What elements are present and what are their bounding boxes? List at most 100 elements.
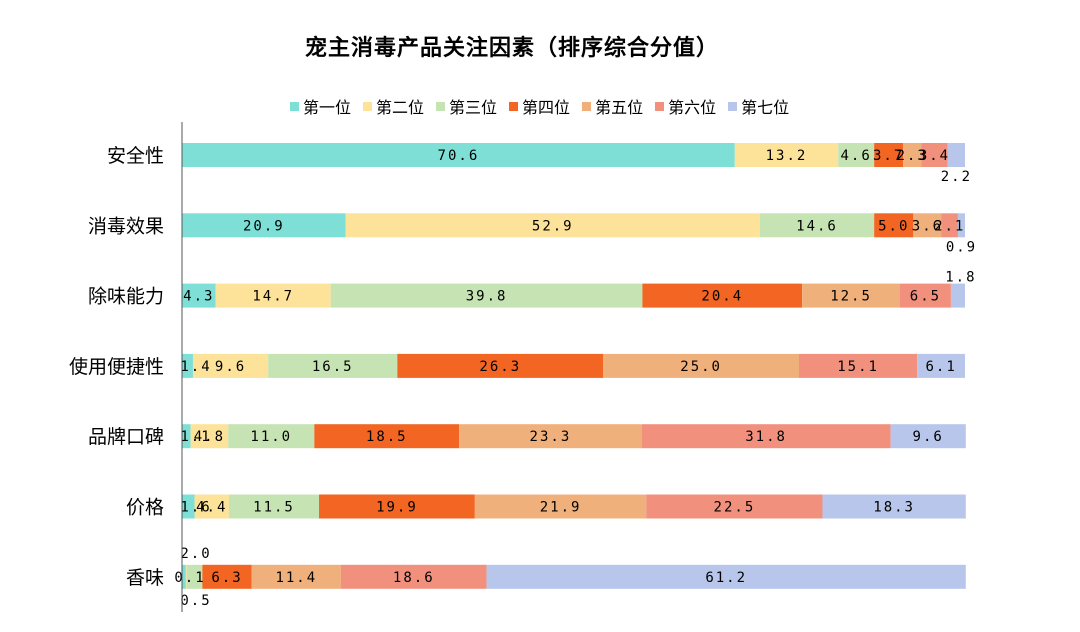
bar-segment: [917, 353, 965, 378]
chart-title: 宠主消毒产品关注因素（排序综合分值）: [304, 36, 719, 61]
bar-segment: [642, 283, 803, 308]
bar-segment: [182, 143, 735, 167]
legend-label: 第五位: [595, 98, 644, 117]
bar-segment: [874, 213, 914, 238]
data-label: 11.5: [253, 500, 295, 516]
bar-segment: [474, 494, 647, 519]
data-label: 21.9: [540, 500, 582, 516]
bar-segment: [603, 353, 800, 378]
data-label: 3.4: [919, 148, 950, 164]
data-label: 14.7: [252, 289, 294, 305]
data-label: 1.4: [180, 359, 211, 375]
data-label: 2.3: [896, 148, 927, 164]
data-label: 23.3: [530, 429, 572, 445]
bar-segment: [838, 143, 875, 167]
data-label: 70.6: [438, 148, 480, 164]
data-label: 11.4: [275, 570, 317, 586]
data-label: 19.9: [376, 500, 418, 516]
data-label: 20.4: [701, 289, 743, 305]
bar-segment: [759, 213, 875, 238]
bar-segment: [734, 143, 839, 167]
bar-segment: [957, 213, 965, 238]
bar-segment: [182, 353, 193, 378]
data-label: 11.0: [250, 429, 292, 445]
bar-segment: [340, 564, 487, 589]
data-label: 0.9: [946, 239, 977, 255]
legend-swatch: [363, 101, 373, 111]
data-label: 6.3: [211, 570, 242, 586]
bar-segment: [182, 213, 346, 238]
data-label: 13.2: [766, 148, 808, 164]
data-label: 0.5: [180, 593, 211, 609]
category-label: 香味: [126, 567, 164, 589]
bar-segment: [459, 424, 642, 449]
data-label: 18.5: [366, 429, 408, 445]
legend-item-6: 第六位: [655, 94, 716, 118]
legend-item-3: 第三位: [436, 94, 497, 118]
bar-segment: [182, 494, 195, 519]
bar-segment: [185, 564, 187, 589]
bar-segment: [397, 353, 604, 378]
legend-swatch: [290, 101, 299, 111]
bar-segment: [950, 283, 965, 308]
data-label: 2.2: [941, 169, 972, 185]
data-label: 4.8: [194, 429, 225, 445]
bar-segment: [194, 494, 229, 519]
legend-label: 第三位: [449, 98, 498, 117]
bar-segment: [319, 494, 475, 519]
data-label: 2.1: [934, 218, 965, 234]
data-label: 14.6: [796, 218, 838, 234]
data-label: 6.5: [910, 289, 941, 305]
data-label: 2.0: [180, 546, 211, 562]
bar-segment: [182, 564, 186, 589]
legend: 第一位 第二位 第三位 第四位 第五位 第六位 第七位: [290, 94, 801, 118]
bar-segment: [268, 353, 398, 378]
bar-segment: [228, 424, 315, 449]
bar-segment: [941, 213, 958, 238]
legend-label: 第二位: [376, 98, 425, 117]
legend-item-4: 第四位: [509, 94, 570, 118]
data-label: 22.5: [714, 500, 756, 516]
legend-swatch: [728, 101, 738, 111]
bar-segment: [330, 283, 643, 308]
data-label: 16.5: [312, 359, 354, 375]
bar-segment: [186, 564, 203, 589]
bar-segment: [890, 424, 966, 449]
bar-segment: [190, 424, 229, 449]
data-label: 18.3: [873, 500, 915, 516]
data-label: 4.4: [196, 500, 227, 516]
category-label: 消毒效果: [88, 215, 164, 237]
legend-item-5: 第五位: [582, 94, 643, 118]
data-label: 4.3: [183, 289, 214, 305]
legend-label: 第七位: [741, 98, 790, 117]
bar-segment: [903, 143, 922, 167]
data-label: 39.8: [466, 289, 508, 305]
bar-segment: [947, 143, 965, 167]
data-label: 6.1: [925, 359, 956, 375]
data-label: 1.8: [945, 270, 976, 286]
category-label: 价格: [126, 497, 164, 519]
data-label: 52.9: [532, 218, 574, 234]
data-label: 3.7: [873, 148, 904, 164]
data-label: 5.0: [878, 218, 909, 234]
data-label: 26.3: [479, 359, 521, 375]
data-label: 0.1: [174, 570, 205, 586]
legend-swatch: [655, 101, 665, 111]
data-label: 1.6: [180, 500, 211, 516]
bar-segment: [900, 283, 951, 308]
data-label: 12.5: [830, 289, 872, 305]
data-label: 3.6: [912, 218, 943, 234]
bar-segment: [345, 213, 760, 238]
data-label: 61.2: [705, 570, 747, 586]
bar-segment: [921, 143, 948, 167]
bar-segment: [641, 424, 891, 449]
data-label: 15.1: [837, 359, 879, 375]
category-label: 除味能力: [88, 286, 164, 308]
data-label: 9.6: [913, 429, 944, 445]
bar-segment: [314, 424, 460, 449]
data-label: 31.8: [745, 429, 787, 445]
data-label: 20.9: [243, 218, 285, 234]
legend-item-7: 第七位: [728, 94, 789, 118]
bar-segment: [913, 213, 942, 238]
